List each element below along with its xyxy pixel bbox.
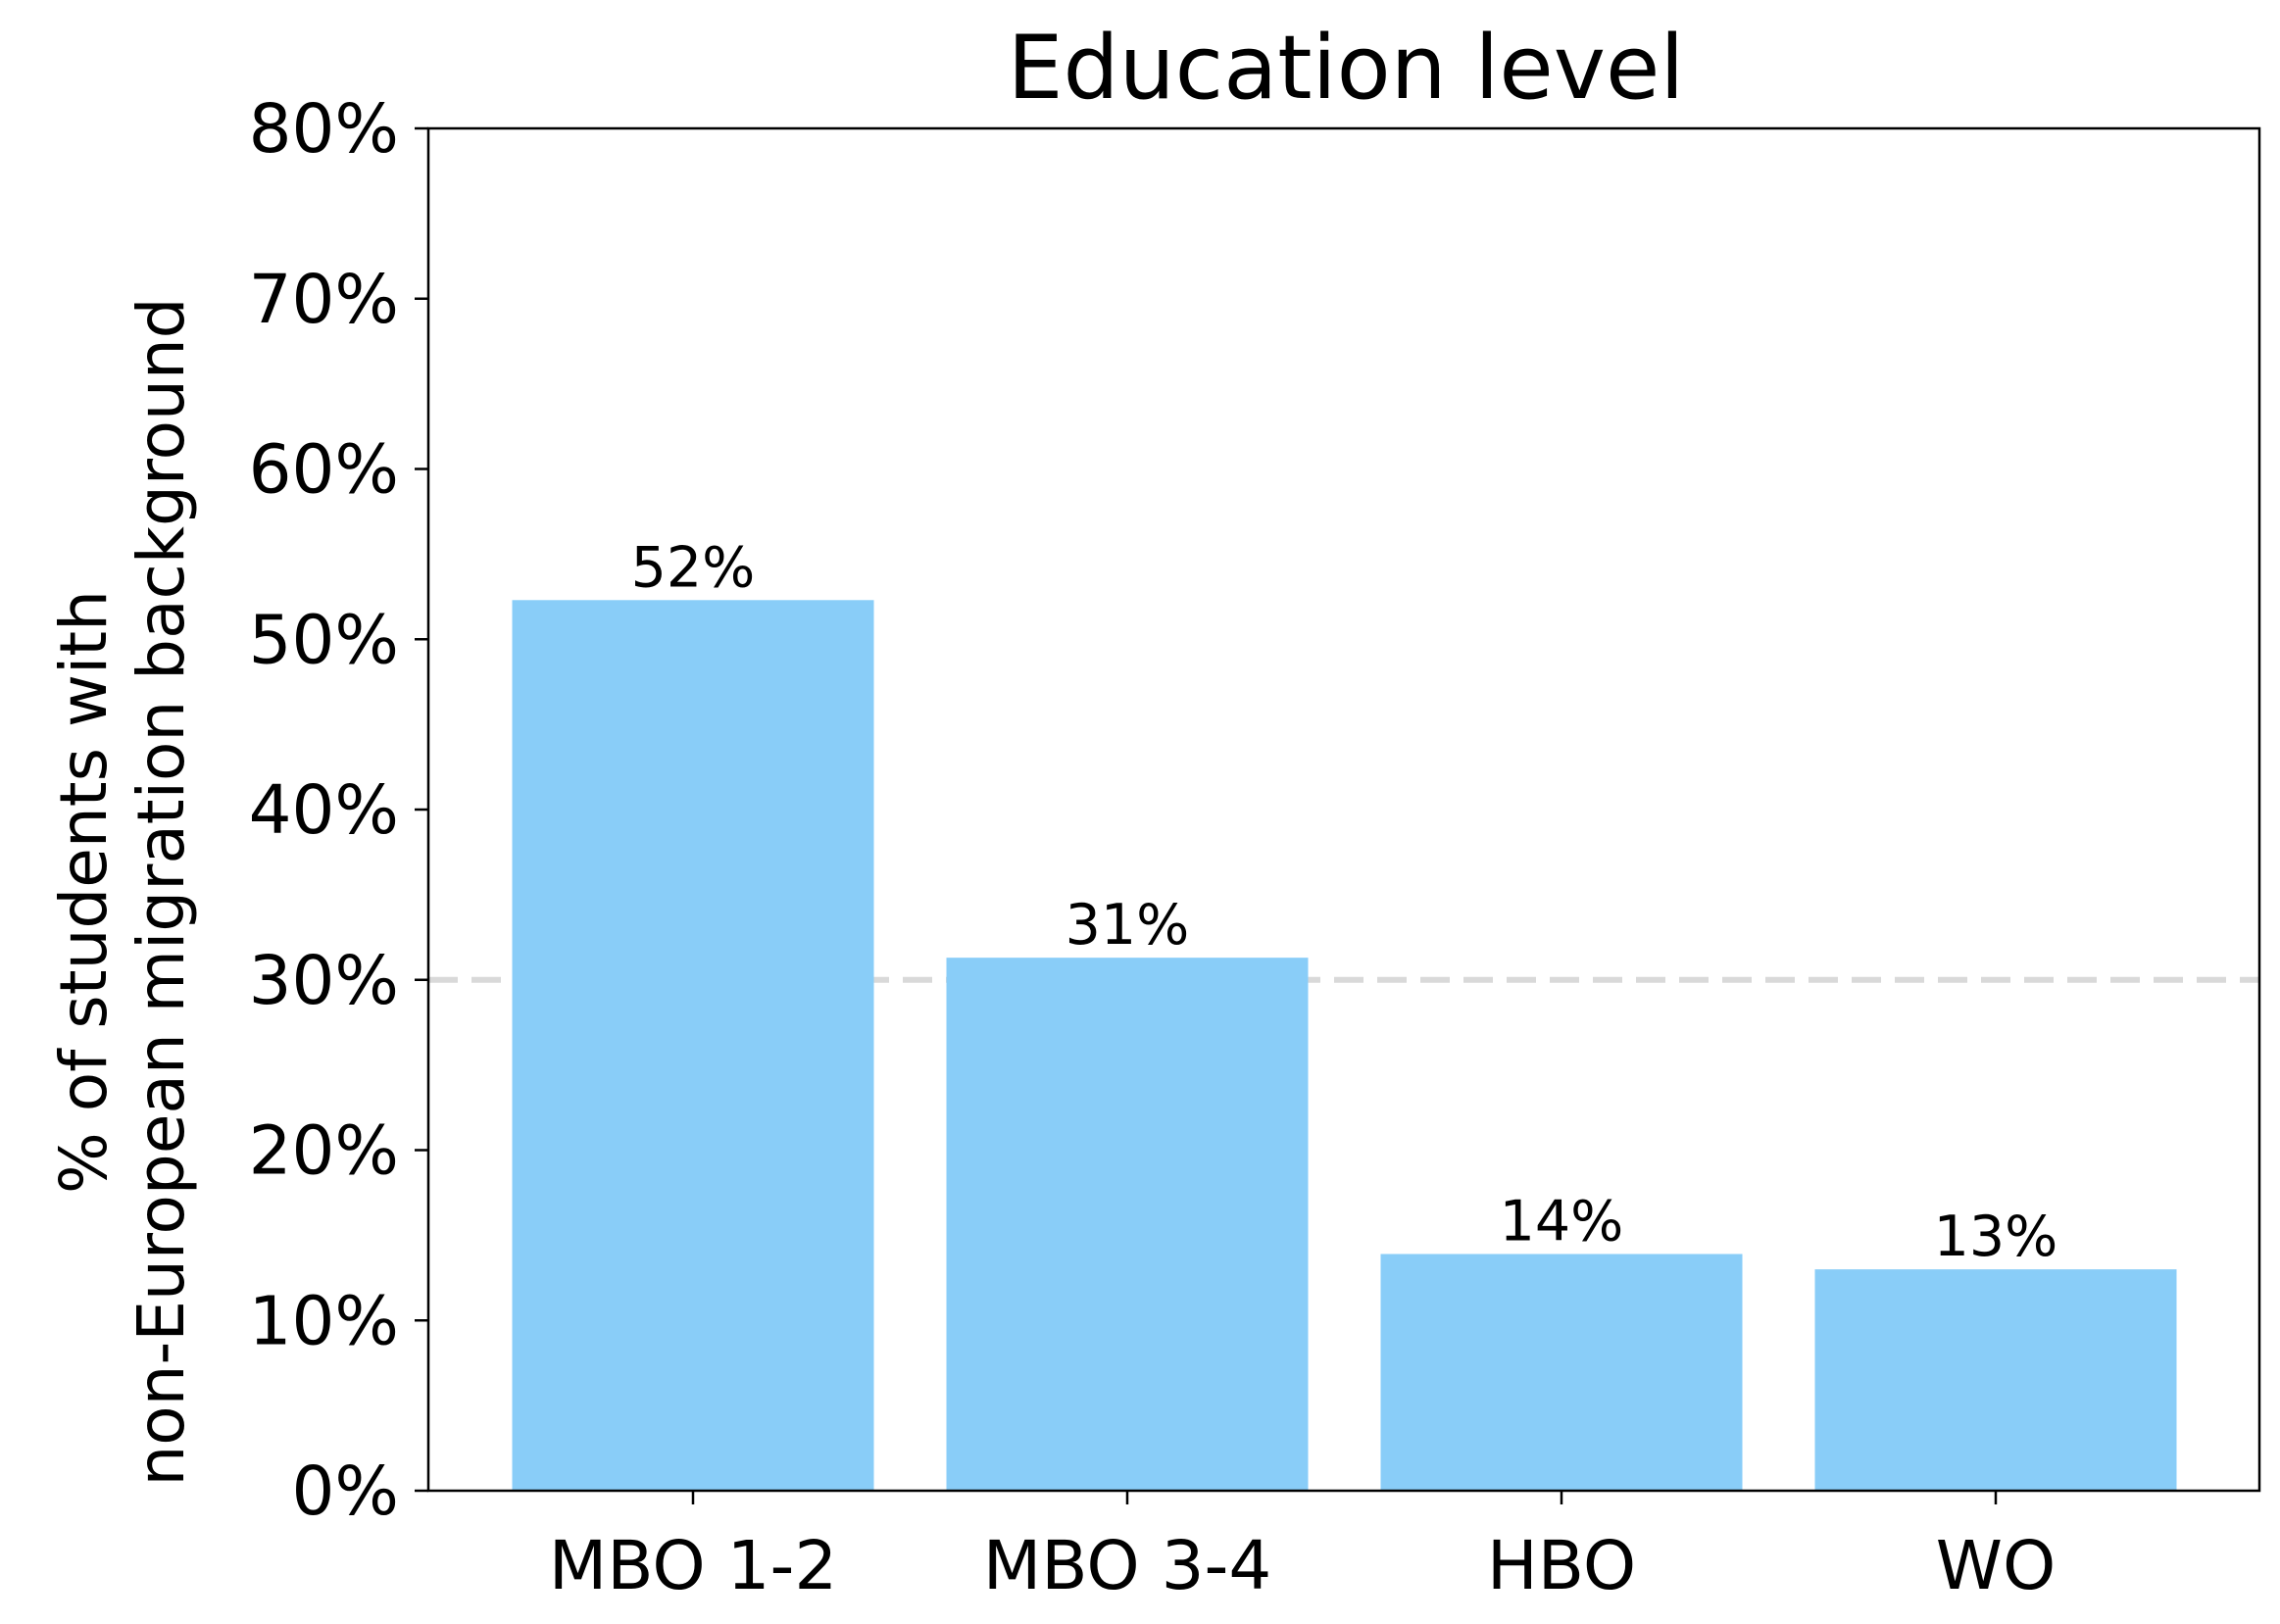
data-label: 31%: [1066, 893, 1190, 958]
bar-mbo-1-2: [512, 600, 874, 1491]
x-axis-ticks: MBO 1-2 MBO 3-4 HBO WO: [549, 1491, 2057, 1605]
y-axis-label-line-1: % of students with: [46, 590, 122, 1194]
y-tick-label: 50%: [249, 601, 399, 679]
y-axis-ticks: 0% 10% 20% 30% 40% 50% 60% 70% 80%: [249, 90, 428, 1531]
y-tick-label: 70%: [249, 261, 399, 339]
bar-hbo: [1380, 1254, 1743, 1491]
y-tick-label: 80%: [249, 90, 399, 169]
x-tick-label: HBO: [1487, 1527, 1636, 1605]
data-labels-layer: 52% 31% 14% 13%: [631, 535, 2058, 1269]
y-tick-label: 30%: [249, 942, 399, 1020]
y-tick-label: 20%: [249, 1112, 399, 1191]
bar-wo: [1814, 1269, 2177, 1491]
y-axis-label-line-2: non-European migration background: [124, 297, 199, 1486]
x-tick-label: WO: [1936, 1527, 2057, 1605]
x-tick-label: MBO 3-4: [983, 1527, 1272, 1605]
y-tick-label: 0%: [292, 1452, 399, 1531]
y-tick-label: 60%: [249, 431, 399, 510]
data-label: 13%: [1934, 1205, 2058, 1269]
y-axis-label: % of students with non-European migratio…: [46, 297, 199, 1486]
x-tick-label: MBO 1-2: [549, 1527, 838, 1605]
y-tick-label: 40%: [249, 771, 399, 850]
chart-title: Education level: [1008, 17, 1685, 120]
data-label: 14%: [1500, 1189, 1624, 1254]
data-label: 52%: [631, 535, 756, 600]
bar-mbo-3-4: [946, 958, 1309, 1491]
bars-layer: [512, 600, 2177, 1491]
y-tick-label: 10%: [249, 1282, 399, 1360]
